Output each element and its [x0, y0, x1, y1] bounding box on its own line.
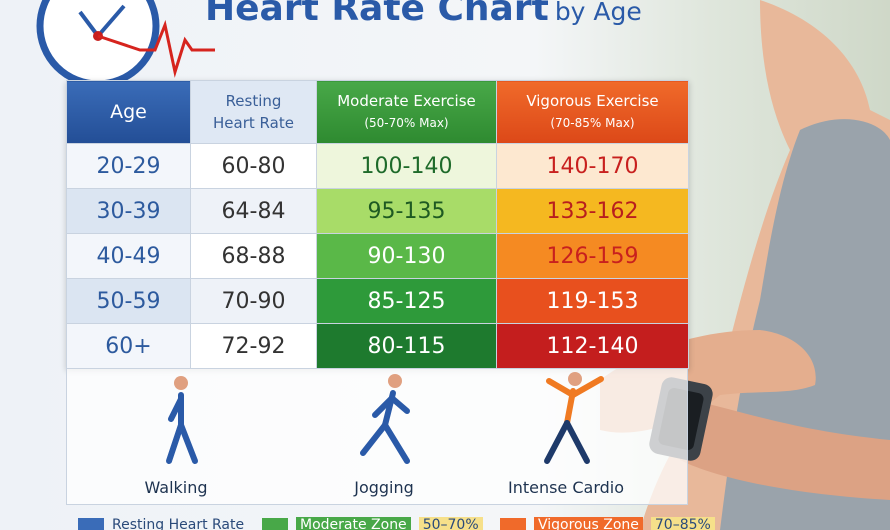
table-cell: 85-125	[316, 278, 497, 324]
activity-panel	[66, 368, 688, 505]
column-header: Moderate Exercise (50-70% Max)	[316, 80, 497, 144]
title-text: Heart Rate Chart	[205, 0, 549, 29]
table-body: 20-29 60-80 100-140 140-170 30-39 64-84 95-135…	[66, 143, 689, 369]
clock	[36, 0, 160, 88]
table-cell: 119-153	[496, 278, 689, 324]
table-cell: 126-159	[496, 233, 689, 279]
header-line: Vigorous Exercise	[526, 92, 659, 110]
title: Heart Rate Chart by Age	[205, 0, 642, 29]
legend-swatch	[262, 518, 288, 530]
table-cell: 95-135	[316, 188, 497, 234]
table-cell: 133-162	[496, 188, 689, 234]
activity-figures	[166, 372, 604, 464]
table-cell: 68-88	[190, 233, 317, 279]
header-row: Age Resting Heart Rate Moderate Exercise (50…	[66, 80, 689, 144]
heart-rate-table: Age Resting Heart Rate Moderate Exercise (50…	[66, 80, 689, 369]
clock-hand	[96, 4, 126, 38]
walking-figure	[166, 376, 198, 464]
header-line: Heart Rate	[213, 114, 294, 132]
header-sub sub: (50-70% Max)	[364, 116, 449, 130]
table-cell: 112-140	[496, 323, 689, 369]
legend-range: 70–85%	[650, 517, 715, 530]
table-cell: 60-80	[190, 143, 317, 189]
forearm	[680, 400, 890, 500]
header-line: Resting	[225, 92, 282, 110]
activity-label: Jogging	[354, 478, 414, 497]
legend-label: Vigorous Zone	[534, 517, 643, 530]
activity-label: Intense Cardio	[507, 478, 625, 497]
table-row: 40-49 68-88 90-130 126-159	[66, 233, 689, 279]
table-cell: 20-29	[66, 143, 191, 189]
table-cell: 90-130	[316, 233, 497, 279]
table-cell: 80-115	[316, 323, 497, 369]
table-row: 30-39 64-84 95-135 133-162	[66, 188, 689, 234]
title-suffix: by Age	[554, 0, 642, 26]
table-row: 50-59 70-90 85-125 119-153	[66, 278, 689, 324]
column-header: Age	[66, 80, 191, 144]
table-cell: 60+	[66, 323, 191, 369]
legend-item: Vigorous Zone 70–85%	[500, 517, 715, 530]
table-cell: 100-140	[316, 143, 497, 189]
legend-label: Resting Heart Rate	[112, 517, 245, 530]
header-line: Age	[110, 101, 147, 123]
table-cell: 140-170	[496, 143, 689, 189]
column-header: Resting Heart Rate	[190, 80, 317, 144]
table-cell: 30-39	[66, 188, 191, 234]
table-row: 20-29 60-80 100-140 140-170	[66, 143, 689, 189]
legend-range: 50–70%	[418, 517, 483, 530]
activity-label: Walking	[144, 478, 208, 497]
table-cell: 64-84	[190, 188, 317, 234]
legend-label: Moderate Zone	[296, 517, 411, 530]
legend-swatch	[500, 518, 526, 530]
table-cell: 40-49	[66, 233, 191, 279]
header-line: Moderate Exercise	[337, 92, 476, 110]
cardio-figure	[544, 372, 604, 464]
header-sub sub: (70-85% Max)	[550, 116, 635, 130]
pulse-line	[97, 19, 215, 78]
jogging-figure	[360, 374, 410, 464]
table-cell: 50-59	[66, 278, 191, 324]
legend-swatch	[78, 518, 104, 530]
table-cell: 72-92	[190, 323, 317, 369]
legend-item: Resting Heart Rate	[78, 517, 244, 530]
table-row: 60+ 72-92 80-115 112-140	[66, 323, 689, 369]
table-cell: 70-90	[190, 278, 317, 324]
legend-item: Moderate Zone 50–70%	[262, 517, 483, 530]
column-header: Vigorous Exercise (70-85% Max)	[496, 80, 689, 144]
